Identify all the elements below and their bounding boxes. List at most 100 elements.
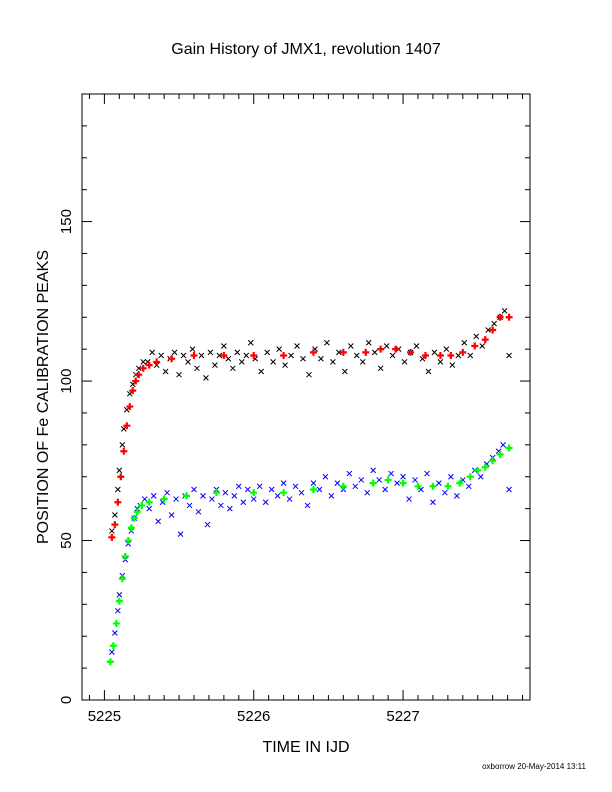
data-point: [240, 499, 247, 506]
fit-point: [377, 345, 385, 353]
data-point: [358, 477, 365, 483]
data-point: [364, 489, 371, 496]
data-point: [388, 470, 394, 477]
data-point: [203, 375, 209, 381]
data-point: [222, 489, 229, 496]
fit-point: [489, 457, 497, 465]
data-point: [298, 489, 305, 496]
data-point: [506, 352, 512, 359]
y-tick-label: 150: [58, 209, 75, 234]
fit-point: [496, 313, 504, 321]
fit-point: [124, 537, 132, 545]
fit-point: [135, 371, 143, 379]
fit-point: [108, 533, 116, 541]
axis-ticks: [82, 93, 530, 701]
data-point: [324, 339, 330, 346]
fit-point: [130, 514, 138, 522]
data-point: [262, 499, 269, 506]
y-tick-label: 50: [58, 532, 75, 549]
data-point: [270, 359, 277, 365]
x-tick-label: 5227: [386, 708, 419, 725]
data-point: [126, 390, 133, 397]
fit-point: [384, 476, 392, 484]
data-point: [477, 473, 484, 480]
fit-point: [280, 352, 288, 360]
fit-point: [127, 524, 135, 532]
data-point: [288, 352, 294, 359]
data-point: [406, 496, 412, 502]
data-point: [491, 320, 498, 327]
data-point: [506, 486, 512, 493]
data-point: [413, 343, 420, 349]
fit-point: [111, 521, 119, 529]
fit-point: [139, 364, 147, 372]
fit-point: [309, 348, 317, 356]
data-point: [501, 308, 508, 314]
data-point: [234, 349, 241, 356]
fit-point: [117, 473, 125, 481]
fit-point: [112, 619, 120, 627]
data-point: [394, 480, 400, 486]
fit-point: [132, 377, 140, 385]
fit-point: [474, 466, 482, 474]
chart-title: Gain History of JMX1, revolution 1407: [171, 41, 441, 58]
data-point: [235, 483, 242, 490]
data-point: [119, 441, 126, 448]
data-point: [111, 630, 118, 636]
data-point: [300, 355, 306, 362]
data-point: [268, 486, 275, 493]
data-point: [168, 512, 175, 518]
fit-point: [250, 489, 258, 497]
data-point: [140, 359, 147, 365]
fit-point: [407, 348, 415, 356]
fit-point: [444, 482, 452, 490]
y-tick-label: 0: [58, 696, 75, 704]
data-point: [194, 365, 200, 372]
fit-point: [429, 482, 437, 490]
data-point: [231, 493, 238, 499]
data-point: [198, 352, 205, 359]
fit-point: [447, 352, 455, 360]
data-point: [365, 339, 372, 346]
data-point: [371, 349, 378, 356]
data-point: [226, 505, 233, 512]
data-point: [109, 528, 115, 534]
data-point: [216, 352, 223, 359]
data-point: [318, 355, 324, 362]
data-point: [282, 362, 288, 368]
data-point: [449, 362, 456, 368]
data-point: [243, 352, 250, 359]
data-point: [280, 480, 287, 486]
data-point: [310, 480, 317, 486]
fit-point: [489, 326, 497, 334]
fit-point: [339, 348, 347, 356]
data-point: [173, 496, 179, 502]
data-point: [212, 362, 218, 368]
data-point: [377, 365, 384, 372]
data-point: [376, 477, 383, 483]
fit-point: [436, 352, 444, 360]
data-point: [162, 368, 169, 375]
data-point: [459, 477, 466, 483]
data-point: [171, 349, 178, 356]
data-point: [473, 333, 480, 340]
series-3: [106, 444, 513, 666]
data-point: [258, 368, 265, 375]
data-point: [431, 349, 438, 356]
data-point: [306, 371, 312, 378]
fit-point: [369, 479, 377, 487]
data-point: [322, 473, 329, 480]
fit-point: [153, 358, 161, 366]
data-point: [225, 355, 232, 362]
fit-point: [145, 361, 153, 369]
fit-point: [481, 463, 489, 471]
fit-point: [220, 352, 228, 360]
data-point: [209, 496, 215, 502]
fit-point: [471, 342, 479, 350]
fit-point: [114, 498, 122, 506]
data-point: [204, 521, 211, 528]
fit-point: [414, 482, 422, 490]
fit-point: [123, 422, 131, 430]
data-point: [146, 505, 153, 512]
fit-point: [496, 450, 504, 458]
